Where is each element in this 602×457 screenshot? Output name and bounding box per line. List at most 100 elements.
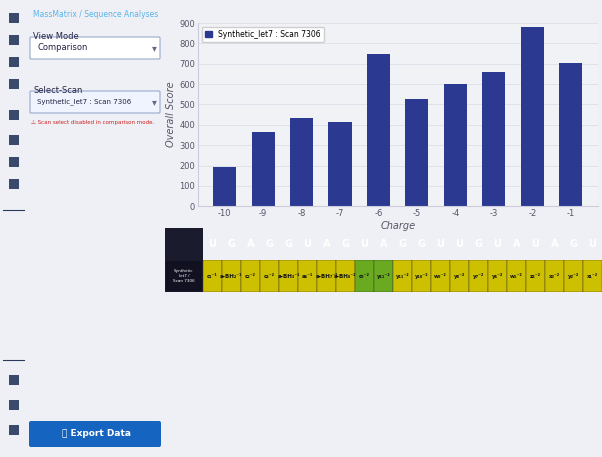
- Bar: [450, 260, 469, 292]
- Text: y₆⁻²: y₆⁻²: [492, 273, 503, 279]
- Text: a-BH₇⁻¹: a-BH₇⁻¹: [315, 273, 338, 278]
- Bar: [298, 260, 317, 292]
- Bar: [8, 425, 19, 435]
- Text: A: A: [247, 239, 254, 249]
- Bar: [469, 260, 488, 292]
- Text: G: G: [285, 239, 293, 249]
- Bar: [431, 260, 450, 292]
- Bar: [8, 400, 19, 410]
- Text: x₁⁻²: x₁⁻²: [587, 273, 598, 278]
- Text: w₉⁻²: w₉⁻²: [434, 273, 447, 278]
- Text: y₂⁻²: y₂⁻²: [568, 273, 579, 279]
- Bar: [8, 79, 19, 89]
- Text: U: U: [361, 239, 368, 249]
- Bar: [374, 260, 393, 292]
- Text: y₇⁻²: y₇⁻²: [473, 273, 484, 279]
- Bar: [279, 260, 298, 292]
- Bar: [8, 13, 19, 23]
- Text: U: U: [589, 239, 597, 249]
- Text: G: G: [341, 239, 350, 249]
- Bar: [329, 122, 352, 206]
- FancyBboxPatch shape: [29, 421, 161, 447]
- Bar: [583, 260, 602, 292]
- Bar: [444, 84, 467, 206]
- Bar: [317, 260, 336, 292]
- Text: c₂⁻²: c₂⁻²: [245, 273, 256, 278]
- Text: Select-Scan: Select-Scan: [33, 86, 82, 95]
- Text: A: A: [380, 239, 387, 249]
- Text: x₃⁻²: x₃⁻²: [549, 273, 560, 278]
- Bar: [559, 63, 582, 206]
- Text: U: U: [436, 239, 444, 249]
- Text: A: A: [551, 239, 558, 249]
- Bar: [165, 260, 203, 292]
- Bar: [8, 57, 19, 67]
- Text: A: A: [323, 239, 330, 249]
- Bar: [526, 260, 545, 292]
- Bar: [367, 53, 390, 206]
- Text: w₅⁻²: w₅⁻²: [510, 273, 523, 278]
- Bar: [336, 260, 355, 292]
- Text: Comparison: Comparison: [37, 43, 87, 53]
- Text: U: U: [208, 239, 217, 249]
- Text: G: G: [474, 239, 482, 249]
- Bar: [290, 118, 313, 206]
- Bar: [507, 260, 526, 292]
- Bar: [412, 260, 431, 292]
- Bar: [564, 260, 583, 292]
- Text: MassMatrix / Sequence Analyses: MassMatrix / Sequence Analyses: [33, 10, 158, 19]
- Bar: [213, 166, 236, 206]
- FancyBboxPatch shape: [30, 91, 160, 113]
- Text: z₄⁻²: z₄⁻²: [530, 273, 541, 278]
- Bar: [521, 27, 544, 206]
- Text: ⎘ Export Data: ⎘ Export Data: [61, 430, 131, 439]
- Text: y₁₁⁻²: y₁₁⁻²: [396, 273, 409, 279]
- Bar: [8, 179, 19, 189]
- Text: U: U: [456, 239, 464, 249]
- Text: y₁₀⁻²: y₁₀⁻²: [415, 273, 428, 279]
- Text: c₁⁻¹: c₁⁻¹: [207, 273, 218, 278]
- Bar: [482, 72, 505, 206]
- Text: y₈⁻²: y₈⁻²: [454, 273, 465, 279]
- Bar: [165, 228, 203, 260]
- Text: U: U: [303, 239, 311, 249]
- Text: Synthetic
let7 /
Scan 7306: Synthetic let7 / Scan 7306: [173, 269, 195, 282]
- Text: a₆⁻¹: a₆⁻¹: [302, 273, 313, 278]
- Text: U: U: [532, 239, 539, 249]
- Bar: [405, 99, 429, 206]
- Bar: [393, 260, 412, 292]
- Text: G: G: [265, 239, 273, 249]
- X-axis label: Charge: Charge: [380, 221, 415, 231]
- Text: U: U: [494, 239, 501, 249]
- Text: c₄⁻²: c₄⁻²: [264, 273, 275, 278]
- Bar: [8, 135, 19, 145]
- Text: G: G: [418, 239, 426, 249]
- Text: G: G: [399, 239, 406, 249]
- Bar: [203, 260, 222, 292]
- Text: G: G: [228, 239, 235, 249]
- FancyBboxPatch shape: [30, 37, 160, 59]
- Bar: [355, 260, 374, 292]
- Text: View Mode: View Mode: [33, 32, 79, 41]
- Text: Synthetic_let7 : Scan 7306: Synthetic_let7 : Scan 7306: [37, 99, 131, 106]
- Bar: [545, 260, 564, 292]
- Text: c₉⁻²: c₉⁻²: [359, 273, 370, 278]
- Text: a-BH₃⁻¹: a-BH₃⁻¹: [278, 273, 300, 278]
- Text: A: A: [513, 239, 520, 249]
- Text: ⚠ Scan select disabled in comparison mode.: ⚠ Scan select disabled in comparison mod…: [31, 120, 154, 125]
- Bar: [8, 110, 19, 120]
- Text: ▾: ▾: [152, 43, 157, 53]
- Bar: [8, 35, 19, 45]
- Bar: [260, 260, 279, 292]
- Text: ▾: ▾: [152, 97, 157, 107]
- Bar: [241, 260, 260, 292]
- Text: a-BH₈⁻²: a-BH₈⁻²: [334, 273, 357, 278]
- Bar: [488, 260, 507, 292]
- Text: G: G: [569, 239, 577, 249]
- Y-axis label: Overall Score: Overall Score: [166, 82, 176, 148]
- Bar: [8, 157, 19, 167]
- Text: a-BH₂⁻¹: a-BH₂⁻¹: [220, 273, 243, 278]
- Text: y₁₁⁻²: y₁₁⁻²: [377, 273, 390, 279]
- Bar: [8, 375, 19, 385]
- Legend: Synthetic_let7 : Scan 7306: Synthetic_let7 : Scan 7306: [202, 27, 324, 42]
